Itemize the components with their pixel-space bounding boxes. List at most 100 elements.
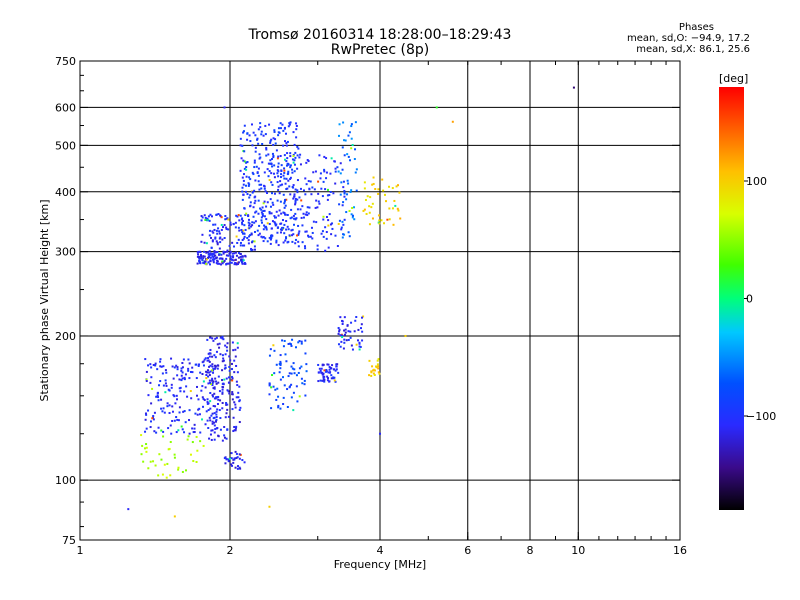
scatter-point — [339, 193, 342, 196]
scatter-point — [281, 339, 284, 342]
scatter-point — [175, 398, 178, 401]
scatter-point — [303, 379, 306, 382]
scatter-point — [283, 211, 286, 214]
scatter-point — [343, 139, 346, 142]
scatter-point — [393, 199, 396, 202]
scatter-point — [246, 161, 249, 164]
scatter-point — [330, 377, 333, 380]
scatter-point — [260, 187, 263, 190]
scatter-point — [266, 201, 269, 204]
scatter-point — [207, 402, 210, 405]
scatter-point — [211, 230, 214, 233]
scatter-point — [324, 249, 327, 252]
scatter-point — [277, 244, 280, 247]
scatter-point — [222, 260, 225, 263]
scatter-point — [363, 187, 366, 190]
axis-ticks: 1 2 4 6 8 10 16 75 100 200 300 400 500 600 750 — [55, 55, 687, 557]
scatter-point — [246, 138, 249, 141]
scatter-point — [371, 217, 374, 220]
scatter-point — [246, 193, 249, 196]
scatter-point — [217, 375, 220, 378]
scatter-point — [235, 263, 238, 266]
scatter-point — [301, 224, 304, 227]
scatter-point — [276, 199, 279, 202]
scatter-point — [259, 156, 262, 159]
scatter-point — [193, 431, 196, 434]
scatter-point — [197, 398, 200, 401]
scatter-point — [285, 360, 288, 363]
scatter-point — [222, 382, 225, 385]
scatter-point — [268, 383, 271, 386]
scatter-point — [339, 172, 342, 175]
scatter-point — [209, 433, 212, 436]
scatter-point — [358, 348, 361, 351]
scatter-point — [154, 364, 157, 367]
scatter-point — [296, 400, 299, 403]
scatter-point — [218, 390, 221, 393]
scatter-point — [215, 229, 218, 232]
scatter-point — [285, 142, 288, 145]
scatter-point — [144, 418, 147, 421]
scatter-point — [322, 375, 325, 378]
scatter-point — [317, 371, 320, 374]
scatter-point — [204, 386, 207, 389]
scatter-point — [162, 435, 165, 438]
scatter-point — [225, 263, 228, 266]
scatter-point — [157, 396, 160, 399]
scatter-point — [254, 179, 257, 182]
scatter-point — [209, 348, 212, 351]
scatter-point — [230, 261, 233, 264]
scatter-point — [254, 199, 257, 202]
scatter-point — [224, 218, 227, 221]
scatter-point — [287, 179, 290, 182]
scatter-point — [388, 185, 391, 188]
scatter-point — [218, 230, 221, 233]
scatter-point — [153, 430, 156, 433]
scatter-point — [226, 217, 229, 220]
scatter-point — [260, 221, 263, 224]
scatter-point — [206, 217, 209, 220]
scatter-point — [328, 368, 331, 371]
scatter-point — [202, 405, 205, 408]
scatter-point — [234, 348, 237, 351]
scatter-point — [229, 250, 232, 253]
scatter-point — [343, 218, 346, 221]
scatter-point — [247, 218, 250, 221]
scatter-point — [290, 229, 293, 232]
scatter-point — [208, 229, 211, 232]
scatter-point — [300, 216, 303, 219]
scatter-point — [363, 208, 366, 211]
scatter-point — [330, 233, 333, 236]
scatter-point — [297, 341, 300, 344]
scatter-point — [317, 192, 320, 195]
scatter-point — [294, 188, 297, 191]
scatter-point — [261, 214, 264, 217]
scatter-point — [253, 159, 256, 162]
scatter-point — [303, 245, 306, 248]
scatter-point — [296, 189, 299, 192]
scatter-point — [175, 364, 178, 367]
scatter-point — [309, 235, 312, 238]
scatter-point — [346, 153, 349, 156]
scatter-point — [398, 191, 401, 194]
scatter-point — [205, 262, 208, 265]
scatter-point — [233, 429, 236, 432]
scatter-point — [268, 384, 271, 387]
scatter-point — [244, 228, 247, 231]
scatter-point — [333, 160, 336, 163]
scatter-point — [289, 166, 292, 169]
scatter-point — [149, 363, 152, 366]
scatter-point — [264, 226, 267, 229]
phase-stats: Phases mean, sd,O: −94.9, 17.2 mean, sd,… — [540, 22, 750, 55]
scatter-point — [284, 239, 287, 242]
scatter-point — [240, 261, 243, 264]
scatter-point — [170, 383, 173, 386]
scatter-point — [253, 245, 256, 248]
scatter-point — [263, 200, 266, 203]
scatter-point — [342, 180, 345, 183]
scatter-point — [152, 363, 155, 366]
scatter-point — [212, 223, 215, 226]
scatter-point — [251, 144, 254, 147]
scatter-point — [267, 175, 270, 178]
